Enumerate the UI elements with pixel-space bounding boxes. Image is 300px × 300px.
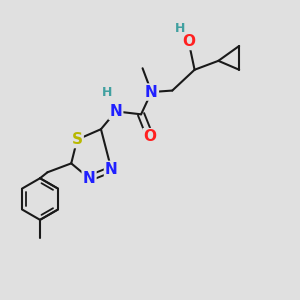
Text: O: O	[143, 129, 157, 144]
Text: N: N	[83, 171, 95, 186]
Text: O: O	[182, 34, 195, 49]
Text: N: N	[110, 104, 122, 119]
Text: H: H	[102, 85, 112, 98]
Text: H: H	[175, 22, 185, 34]
Text: N: N	[105, 162, 118, 177]
Text: S: S	[72, 132, 83, 147]
Text: N: N	[145, 85, 158, 100]
